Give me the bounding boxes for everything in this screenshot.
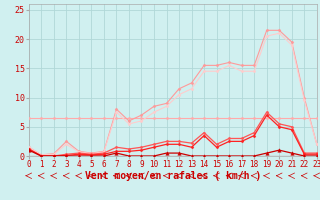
X-axis label: Vent moyen/en rafales ( km/h ): Vent moyen/en rafales ( km/h ) <box>85 171 261 181</box>
